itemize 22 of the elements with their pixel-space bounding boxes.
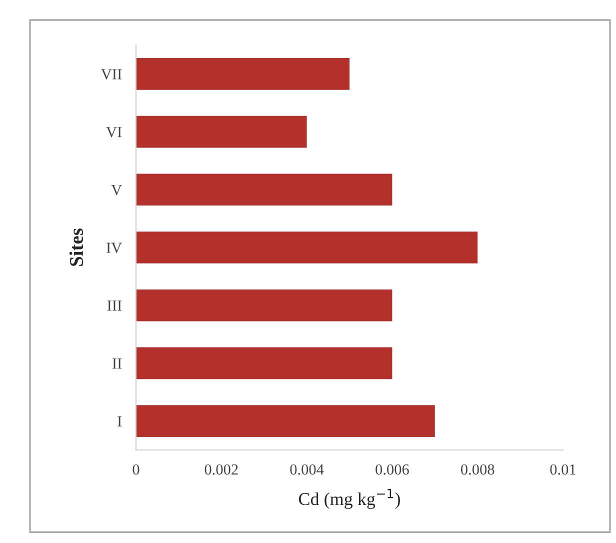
bar [136, 174, 392, 206]
y-tick-label: V [111, 184, 122, 196]
x-tick-label: 0.002 [204, 464, 238, 475]
bar [136, 347, 392, 380]
bar [136, 232, 478, 264]
x-tick-label: 0.008 [460, 464, 494, 475]
bar [136, 405, 435, 437]
bar [136, 116, 307, 148]
y-tick-label: VII [101, 69, 122, 80]
y-tick-label: III [107, 300, 122, 311]
y-tick-label: I [118, 416, 122, 426]
y-tick-label: IV [106, 242, 122, 254]
x-tick-label: 0.004 [290, 464, 324, 475]
y-axis-title: Sites [69, 228, 84, 266]
x-tick-label: 0.01 [550, 464, 576, 475]
bar [136, 58, 350, 90]
y-tick-label: VI [106, 127, 122, 138]
bar [136, 289, 392, 322]
x-tick-label: 0.006 [376, 464, 409, 475]
x-axis-title: Cd (mg kg$^{−1}$) [298, 488, 400, 509]
x-tick-label: 0 [132, 464, 140, 475]
y-tick-label: II [112, 358, 122, 369]
